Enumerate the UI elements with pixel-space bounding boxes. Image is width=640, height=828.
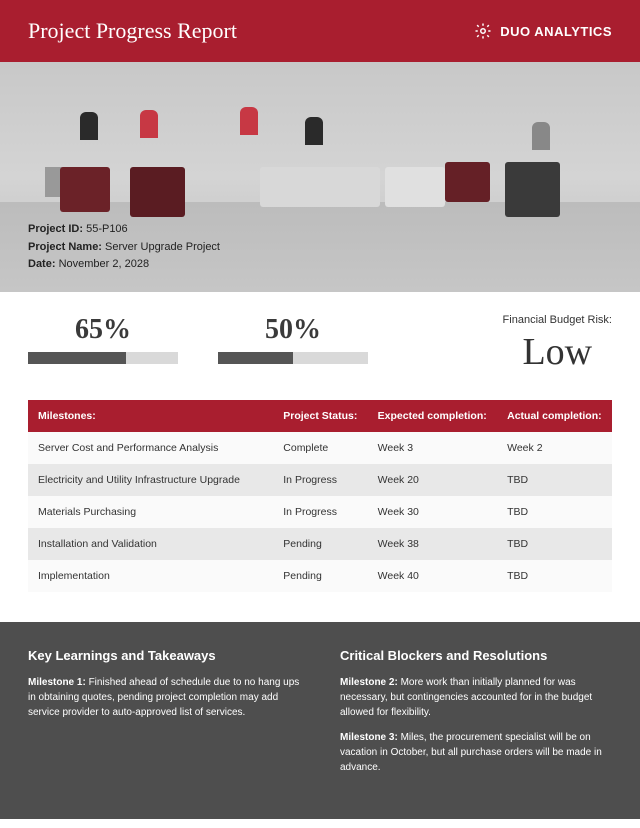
table-cell: Pending <box>273 528 367 560</box>
risk-label: Financial Budget Risk: <box>503 314 612 326</box>
table-row: ImplementationPendingWeek 40TBD <box>28 560 612 592</box>
milestones-table: Milestones:Project Status:Expected compl… <box>28 400 612 592</box>
brand-name: DUO ANALYTICS <box>500 24 612 39</box>
footer-right-title: Critical Blockers and Resolutions <box>340 648 612 663</box>
footer-item: Milestone 1: Finished ahead of schedule … <box>28 675 300 720</box>
table-cell: TBD <box>497 560 612 592</box>
table-cell: TBD <box>497 528 612 560</box>
table-cell: In Progress <box>273 496 367 528</box>
stat-2-bar <box>218 352 368 364</box>
footer-left: Key Learnings and Takeaways Milestone 1:… <box>28 648 300 785</box>
table-cell: Implementation <box>28 560 273 592</box>
meta-id-label: Project ID: <box>28 223 83 235</box>
meta-id-value: 55-P106 <box>86 223 128 235</box>
table-cell: Week 30 <box>368 496 497 528</box>
hero-image: Project ID: 55-P106 Project Name: Server… <box>0 62 640 292</box>
table-cell: Server Cost and Performance Analysis <box>28 432 273 464</box>
stat-1-bar <box>28 352 178 364</box>
table-row: Materials PurchasingIn ProgressWeek 30TB… <box>28 496 612 528</box>
footer-item: Milestone 3: Miles, the procurement spec… <box>340 730 612 775</box>
gear-icon <box>474 22 492 40</box>
table-cell: Week 20 <box>368 464 497 496</box>
stats-row: 65% 50% Financial Budget Risk: Low <box>0 292 640 400</box>
risk-block: Financial Budget Risk: Low <box>503 314 612 374</box>
table-cell: Week 3 <box>368 432 497 464</box>
stat-1: 65% <box>28 314 178 364</box>
footer: Key Learnings and Takeaways Milestone 1:… <box>0 622 640 819</box>
table-header-row: Milestones:Project Status:Expected compl… <box>28 400 612 432</box>
table-row: Electricity and Utility Infrastructure U… <box>28 464 612 496</box>
brand-logo: DUO ANALYTICS <box>474 22 612 40</box>
stat-1-value: 65% <box>28 314 178 346</box>
table-cell: Week 2 <box>497 432 612 464</box>
table-cell: In Progress <box>273 464 367 496</box>
table-cell: Complete <box>273 432 367 464</box>
page-title: Project Progress Report <box>28 18 237 44</box>
table-row: Server Cost and Performance AnalysisComp… <box>28 432 612 464</box>
table-cell: TBD <box>497 496 612 528</box>
table-col-0: Milestones: <box>28 400 273 432</box>
table-cell: Week 38 <box>368 528 497 560</box>
stat-1-fill <box>28 352 126 364</box>
stat-2: 50% <box>218 314 368 364</box>
footer-right: Critical Blockers and Resolutions Milest… <box>340 648 612 785</box>
footer-item-label: Milestone 3: <box>340 732 401 743</box>
stat-2-value: 50% <box>218 314 368 346</box>
table-cell: Week 40 <box>368 560 497 592</box>
table-cell: Electricity and Utility Infrastructure U… <box>28 464 273 496</box>
header-bar: Project Progress Report DUO ANALYTICS <box>0 0 640 62</box>
meta-date-label: Date: <box>28 258 56 270</box>
meta-name-label: Project Name: <box>28 241 102 253</box>
footer-item: Milestone 2: More work than initially pl… <box>340 675 612 720</box>
table-cell: Materials Purchasing <box>28 496 273 528</box>
footer-item-label: Milestone 1: <box>28 677 89 688</box>
table-col-2: Expected completion: <box>368 400 497 432</box>
meta-date-value: November 2, 2028 <box>59 258 150 270</box>
risk-value: Low <box>503 330 612 374</box>
project-meta: Project ID: 55-P106 Project Name: Server… <box>28 221 220 274</box>
table-col-1: Project Status: <box>273 400 367 432</box>
stat-2-fill <box>218 352 293 364</box>
table-cell: Pending <box>273 560 367 592</box>
table-col-3: Actual completion: <box>497 400 612 432</box>
footer-item-label: Milestone 2: <box>340 677 401 688</box>
meta-name-value: Server Upgrade Project <box>105 241 220 253</box>
table-cell: Installation and Validation <box>28 528 273 560</box>
table-body: Server Cost and Performance AnalysisComp… <box>28 432 612 592</box>
table-row: Installation and ValidationPendingWeek 3… <box>28 528 612 560</box>
table-cell: TBD <box>497 464 612 496</box>
footer-left-title: Key Learnings and Takeaways <box>28 648 300 663</box>
